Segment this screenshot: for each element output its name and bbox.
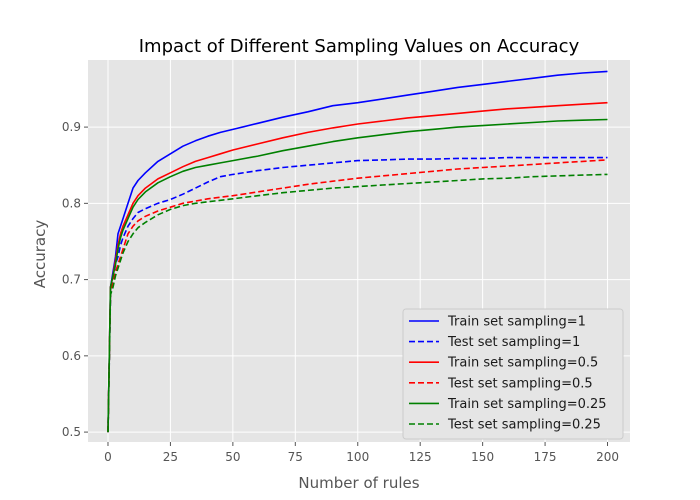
legend-entry-4: Test set sampling=0.5 (447, 376, 593, 391)
legend-entry-1: Train set sampling=1 (447, 315, 586, 330)
series-line-5 (107, 118, 608, 433)
legend-frame (402, 308, 624, 440)
y-tick-label: 0.7 (62, 273, 81, 287)
legend-entry-5: Train set sampling=0.25 (447, 397, 607, 412)
y-tick-label: 0.5 (62, 425, 81, 439)
x-tick-label: 100 (346, 450, 369, 464)
chart-title: Impact of Different Sampling Values on A… (139, 36, 580, 57)
legend-entry-2: Test set sampling=1 (447, 335, 580, 350)
x-tick-label: 175 (534, 450, 557, 464)
x-tick-label: 50 (225, 450, 240, 464)
y-tick-label: 0.9 (62, 120, 81, 134)
y-tick-label: 0.8 (62, 196, 81, 210)
x-tick-label: 0 (104, 450, 112, 464)
y-tick-label: 0.6 (62, 349, 81, 363)
series-line-3 (107, 101, 608, 433)
series-line-1 (107, 70, 608, 433)
x-tick-label: 150 (471, 450, 494, 464)
x-axis-label: Number of rules (298, 474, 419, 492)
legend-entry-3: Train set sampling=0.5 (447, 356, 598, 371)
series-line-4 (107, 159, 608, 433)
y-axis-label: Accuracy (31, 220, 49, 289)
plot-area: 0 25 50 75 100 125 150 175 200 0.5 0.6 0.7 0.8 0.9 (62, 60, 630, 464)
legend-entry-6: Test set sampling=0.25 (447, 418, 601, 433)
series-line-2 (107, 156, 608, 433)
x-tick-label: 200 (596, 450, 619, 464)
legend: Train set sampling=1 Test set sampling=1 T… (402, 308, 624, 440)
x-tick-label: 75 (288, 450, 303, 464)
x-tick-label: 25 (163, 450, 178, 464)
series-line-6 (107, 173, 608, 433)
x-tick-label: 125 (409, 450, 432, 464)
